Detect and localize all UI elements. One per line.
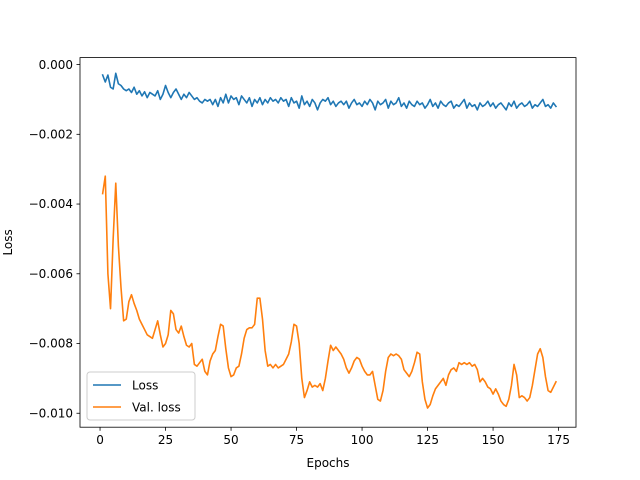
y-tick-label: −0.010 (29, 406, 73, 420)
y-tick-label: −0.002 (29, 128, 73, 142)
axes-frame (79, 57, 577, 428)
plot-area (79, 57, 577, 428)
series-line-loss (101, 72, 558, 111)
x-tick-label: 100 (351, 433, 374, 447)
x-axis-label: Epochs (307, 456, 350, 470)
x-tick-label: 175 (547, 433, 570, 447)
y-tick-label: −0.004 (29, 197, 73, 211)
x-tick-label: 150 (482, 433, 505, 447)
y-tick-label: −0.006 (29, 267, 73, 281)
series-line-val-loss (101, 175, 558, 409)
legend: Loss Val. loss (86, 371, 196, 421)
y-axis-ticks: 0.000 −0.002 −0.004 −0.006 −0.008 −0.010 (29, 58, 80, 420)
x-tick-label: 25 (158, 433, 173, 447)
x-tick-label: 125 (416, 433, 439, 447)
x-axis-ticks: 0 25 50 75 100 125 150 175 (96, 427, 570, 447)
y-tick-label: −0.008 (29, 337, 73, 351)
y-tick-label: 0.000 (39, 58, 73, 72)
legend-box (86, 371, 196, 421)
series-layer (101, 72, 558, 409)
legend-label-loss: Loss (132, 379, 158, 393)
legend-label-val-loss: Val. loss (132, 401, 181, 415)
y-axis-label: Loss (1, 229, 15, 255)
x-tick-label: 75 (289, 433, 304, 447)
x-tick-label: 50 (223, 433, 238, 447)
x-tick-label: 0 (96, 433, 104, 447)
